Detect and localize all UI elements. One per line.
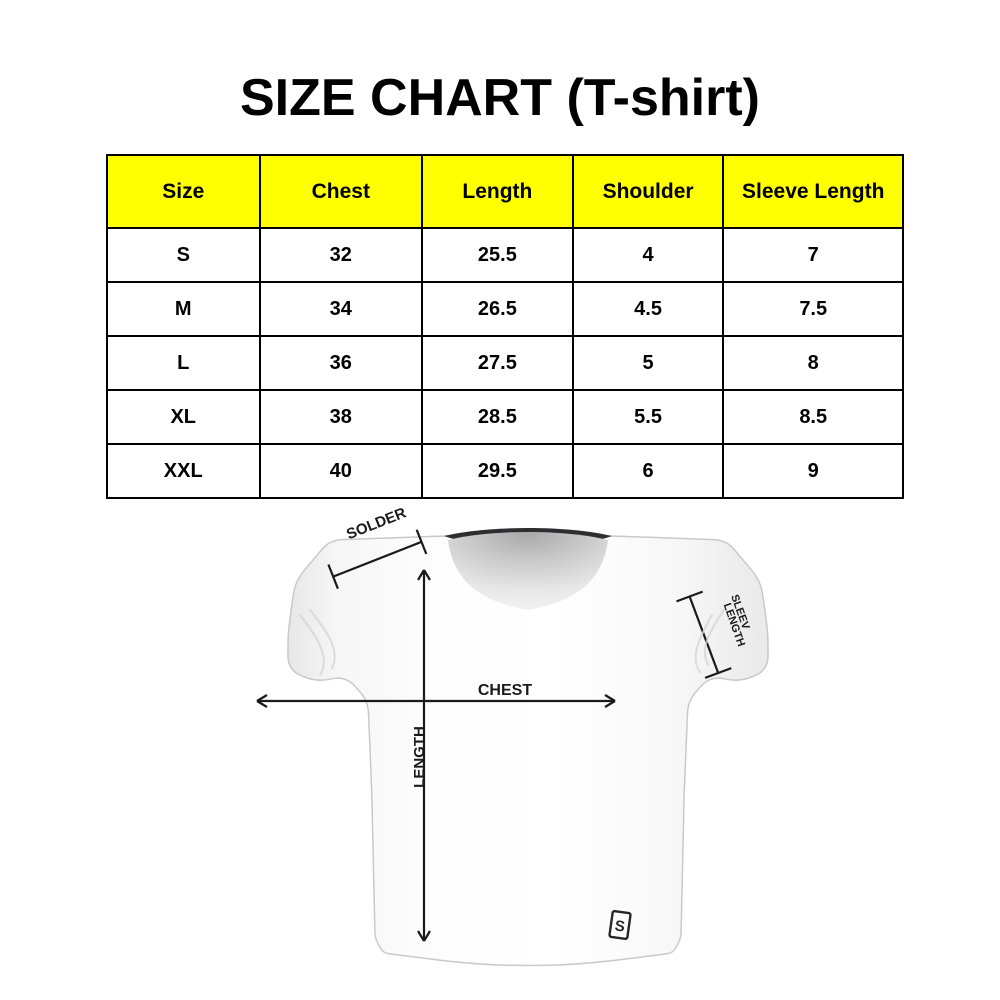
svg-text:LENGTH: LENGTH: [411, 726, 428, 788]
svg-text:CHEST: CHEST: [478, 682, 532, 699]
